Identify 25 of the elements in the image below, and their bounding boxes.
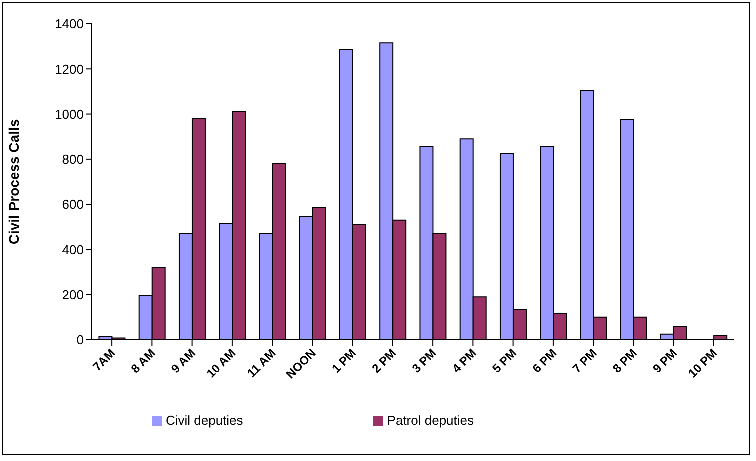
y-tick-label: 1400 xyxy=(55,16,84,32)
x-tick-label: 2 PM xyxy=(369,346,400,376)
y-tick-label: 600 xyxy=(62,197,84,212)
x-tick-label: 8 AM xyxy=(128,346,158,376)
x-tick-label: 5 PM xyxy=(490,346,520,376)
y-tick-label: 1000 xyxy=(55,106,84,122)
y-axis-title: Civil Process Calls xyxy=(6,119,22,245)
x-tick-label: 9 PM xyxy=(650,346,680,376)
x-tick-label: 1 PM xyxy=(329,346,359,376)
x-tick-label: 8 PM xyxy=(610,346,640,376)
y-tick-label: 800 xyxy=(62,152,84,168)
x-tick-label: 6 PM xyxy=(530,346,560,376)
y-tick-label: 200 xyxy=(62,287,84,302)
y-tick-label: 1200 xyxy=(55,62,84,77)
x-tick-label: 7 PM xyxy=(570,346,600,376)
legend-label: Civil deputies xyxy=(166,413,244,428)
x-tick-label: 10 PM xyxy=(686,346,720,381)
x-tick-label: 4 PM xyxy=(450,346,480,376)
x-tick-label: 11 AM xyxy=(244,346,279,380)
x-tick-label: 3 PM xyxy=(409,346,440,376)
x-tick-label: 10 AM xyxy=(204,346,239,381)
legend-label: Patrol deputies xyxy=(387,413,474,428)
y-tick-label: 400 xyxy=(62,242,84,258)
x-tick-label: 9 AM xyxy=(168,346,198,376)
y-tick-label: 0 xyxy=(76,332,84,348)
